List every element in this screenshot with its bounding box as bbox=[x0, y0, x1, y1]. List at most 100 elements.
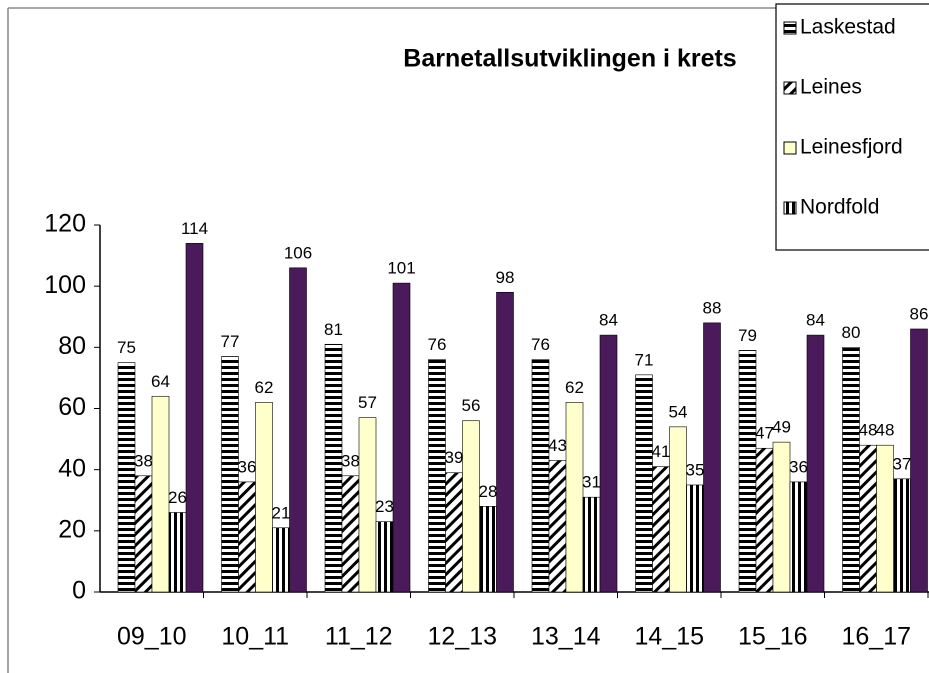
bar bbox=[289, 267, 307, 593]
x-tick-label: 16_17 bbox=[841, 623, 911, 651]
bar bbox=[789, 481, 808, 593]
value-label: 71 bbox=[635, 350, 654, 369]
value-label: 79 bbox=[738, 326, 757, 345]
legend-label: Leines bbox=[800, 76, 862, 99]
value-label: 23 bbox=[375, 497, 394, 516]
bar bbox=[806, 334, 825, 593]
bar bbox=[117, 362, 136, 593]
bar bbox=[859, 444, 877, 593]
bar bbox=[445, 472, 463, 593]
value-label: 37 bbox=[893, 454, 912, 473]
chart-title: Barnetallsutviklingen i krets bbox=[403, 45, 736, 73]
value-label: 31 bbox=[582, 473, 601, 492]
x-tick-label: 13_14 bbox=[531, 623, 601, 651]
value-label: 98 bbox=[496, 268, 515, 287]
bar bbox=[893, 478, 911, 593]
legend-swatch bbox=[783, 141, 797, 155]
legend-swatch bbox=[783, 81, 797, 95]
value-label: 48 bbox=[876, 421, 895, 440]
value-label: 47 bbox=[755, 424, 774, 443]
x-tick-label: 12_13 bbox=[427, 623, 497, 651]
bar bbox=[565, 402, 584, 593]
bar bbox=[669, 426, 687, 593]
legend-swatch bbox=[783, 201, 797, 215]
y-tick-label: 60 bbox=[58, 393, 86, 421]
bar bbox=[479, 506, 497, 593]
value-label: 76 bbox=[531, 335, 550, 354]
x-tick-label: 10_11 bbox=[221, 623, 289, 651]
x-tick-label: 09_10 bbox=[117, 623, 187, 651]
value-label: 56 bbox=[462, 396, 481, 415]
value-label: 62 bbox=[255, 378, 274, 397]
bar bbox=[428, 359, 446, 593]
value-label: 35 bbox=[686, 460, 705, 479]
bar bbox=[272, 527, 290, 593]
x-tick-label: 11_12 bbox=[325, 623, 393, 651]
legend-swatch bbox=[783, 21, 797, 35]
y-tick-label: 0 bbox=[72, 577, 86, 605]
y-tick-label: 40 bbox=[58, 454, 86, 482]
bar bbox=[255, 402, 273, 593]
value-label: 114 bbox=[181, 219, 208, 238]
legend-label: Leinesfjord bbox=[800, 136, 903, 159]
bar bbox=[324, 343, 343, 593]
value-label: 26 bbox=[168, 488, 187, 507]
bar bbox=[738, 350, 757, 593]
bar bbox=[599, 334, 618, 593]
value-label: 36 bbox=[238, 457, 257, 476]
x-tick-label: 14_15 bbox=[634, 623, 704, 651]
value-label: 84 bbox=[806, 311, 825, 330]
value-label: 49 bbox=[772, 418, 791, 437]
value-label: 57 bbox=[358, 393, 377, 412]
bar bbox=[531, 359, 550, 593]
value-label: 64 bbox=[151, 372, 170, 391]
value-label: 38 bbox=[341, 451, 360, 470]
legend-label: Laskestad bbox=[800, 16, 896, 39]
bar bbox=[185, 243, 204, 593]
bar bbox=[221, 356, 239, 593]
legend-label: Nordfold bbox=[800, 196, 879, 219]
value-label: 54 bbox=[669, 402, 688, 421]
value-label: 21 bbox=[272, 503, 291, 522]
value-label: 43 bbox=[548, 436, 567, 455]
legend: Laskestad Leines Leinesfjord Nordfold bbox=[775, 3, 929, 251]
bar bbox=[341, 475, 360, 593]
bar bbox=[462, 420, 480, 593]
bar bbox=[375, 521, 394, 593]
plot: 0 20 40 60 80 100 120 09_10 75 38 64 26 114 10_11 77 36… bbox=[44, 210, 929, 651]
bar bbox=[582, 496, 601, 593]
value-label: 62 bbox=[565, 378, 584, 397]
bar bbox=[842, 347, 860, 593]
bar bbox=[772, 441, 791, 593]
value-label: 84 bbox=[599, 311, 618, 330]
legend-box bbox=[775, 3, 929, 251]
value-label: 88 bbox=[703, 298, 722, 317]
value-label: 41 bbox=[652, 442, 671, 461]
bar bbox=[635, 374, 653, 593]
value-label: 77 bbox=[221, 332, 240, 351]
value-label: 75 bbox=[117, 338, 136, 357]
value-label: 106 bbox=[284, 243, 312, 262]
value-label: 36 bbox=[789, 457, 808, 476]
value-label: 38 bbox=[134, 451, 153, 470]
bar bbox=[652, 466, 670, 593]
bar bbox=[686, 484, 704, 593]
bar bbox=[134, 475, 153, 593]
y-tick-label: 120 bbox=[44, 210, 86, 238]
bar bbox=[548, 460, 567, 593]
x-tick-label: 15_16 bbox=[738, 623, 808, 651]
value-label: 39 bbox=[445, 448, 464, 467]
y-tick-label: 100 bbox=[44, 271, 86, 299]
bar bbox=[151, 395, 170, 593]
value-label: 86 bbox=[910, 304, 929, 323]
value-label: 48 bbox=[859, 421, 878, 440]
value-label: 28 bbox=[479, 482, 498, 501]
y-tick-label: 20 bbox=[58, 515, 86, 543]
bar bbox=[876, 444, 894, 593]
y-tick-label: 80 bbox=[58, 332, 86, 360]
bar bbox=[358, 417, 377, 593]
value-label: 101 bbox=[387, 259, 415, 278]
bar bbox=[910, 328, 928, 593]
bar bbox=[168, 512, 187, 593]
